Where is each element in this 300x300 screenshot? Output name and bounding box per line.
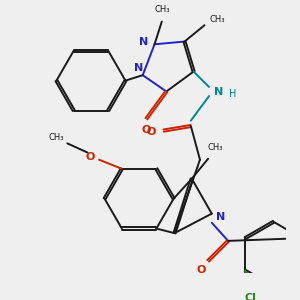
Text: CH₃: CH₃ bbox=[154, 5, 170, 14]
Text: CH₃: CH₃ bbox=[208, 143, 223, 152]
Text: CH₃: CH₃ bbox=[49, 134, 64, 142]
Text: Cl: Cl bbox=[245, 293, 256, 300]
Text: O: O bbox=[146, 128, 156, 137]
Text: N: N bbox=[134, 63, 143, 73]
Text: O: O bbox=[85, 152, 95, 162]
Text: O: O bbox=[196, 265, 206, 275]
Text: N: N bbox=[214, 86, 223, 97]
Text: N: N bbox=[139, 38, 148, 47]
Text: N: N bbox=[216, 212, 226, 222]
Text: H: H bbox=[229, 89, 236, 99]
Text: CH₃: CH₃ bbox=[209, 15, 225, 24]
Text: O: O bbox=[142, 125, 151, 135]
